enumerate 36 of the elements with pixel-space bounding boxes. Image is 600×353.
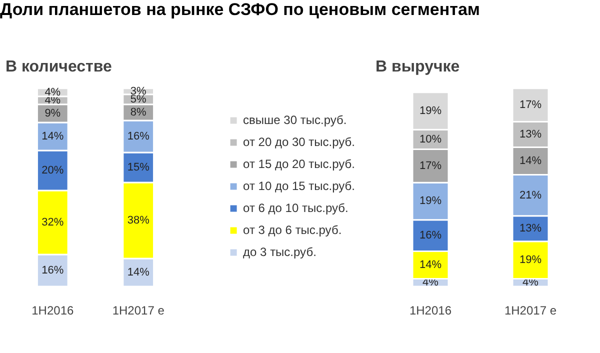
data-label: 16%: [127, 130, 150, 143]
data-label: 14%: [127, 266, 150, 279]
data-label: 17%: [419, 160, 442, 172]
data-label: 15%: [127, 162, 150, 174]
data-label: 14%: [419, 259, 442, 272]
data-label: 19%: [419, 196, 442, 208]
data-label: 14%: [519, 155, 542, 168]
legend-label: от 10 до 15 тыс.руб.: [243, 179, 355, 194]
data-label: 13%: [519, 128, 542, 141]
data-label: 10%: [419, 134, 442, 146]
data-label: 16%: [42, 264, 64, 277]
data-label: 21%: [519, 190, 542, 202]
data-label: 13%: [519, 223, 542, 236]
data-label: 38%: [127, 214, 150, 227]
data-label: 9%: [44, 108, 61, 120]
data-label: 16%: [419, 230, 442, 242]
x-tick-label: 1H2016: [32, 304, 74, 318]
legend-label: от 3 до 6 тыс.руб.: [243, 223, 342, 238]
legend-label: от 6 до 10 тыс.руб.: [243, 201, 348, 216]
legend-label: до 3 тыс.руб.: [243, 245, 316, 260]
data-label: 32%: [42, 216, 64, 229]
x-tick-label: 1H2017 e: [112, 304, 165, 318]
chart-subtitle: В количестве: [6, 58, 112, 76]
text: Доли планшетов на рынке СЗФО по ценовым сегментам: [0, 0, 480, 20]
x-tick-label: 1H2016: [409, 304, 452, 318]
data-label: 20%: [42, 164, 64, 177]
data-label: 19%: [519, 254, 542, 266]
data-label: 8%: [130, 106, 147, 119]
data-label: 19%: [419, 105, 442, 118]
data-label: 14%: [42, 130, 64, 143]
chart-subtitle: В выручке: [376, 58, 460, 76]
legend-label: от 15 до 20 тыс.руб.: [243, 157, 355, 172]
legend-label: от 20 до 30 тыс.руб.: [243, 135, 355, 150]
x-tick-label: 1H2017 e: [504, 304, 557, 318]
data-label: 17%: [519, 99, 542, 112]
legend-label: свыше 30 тыс.руб.: [243, 113, 347, 128]
